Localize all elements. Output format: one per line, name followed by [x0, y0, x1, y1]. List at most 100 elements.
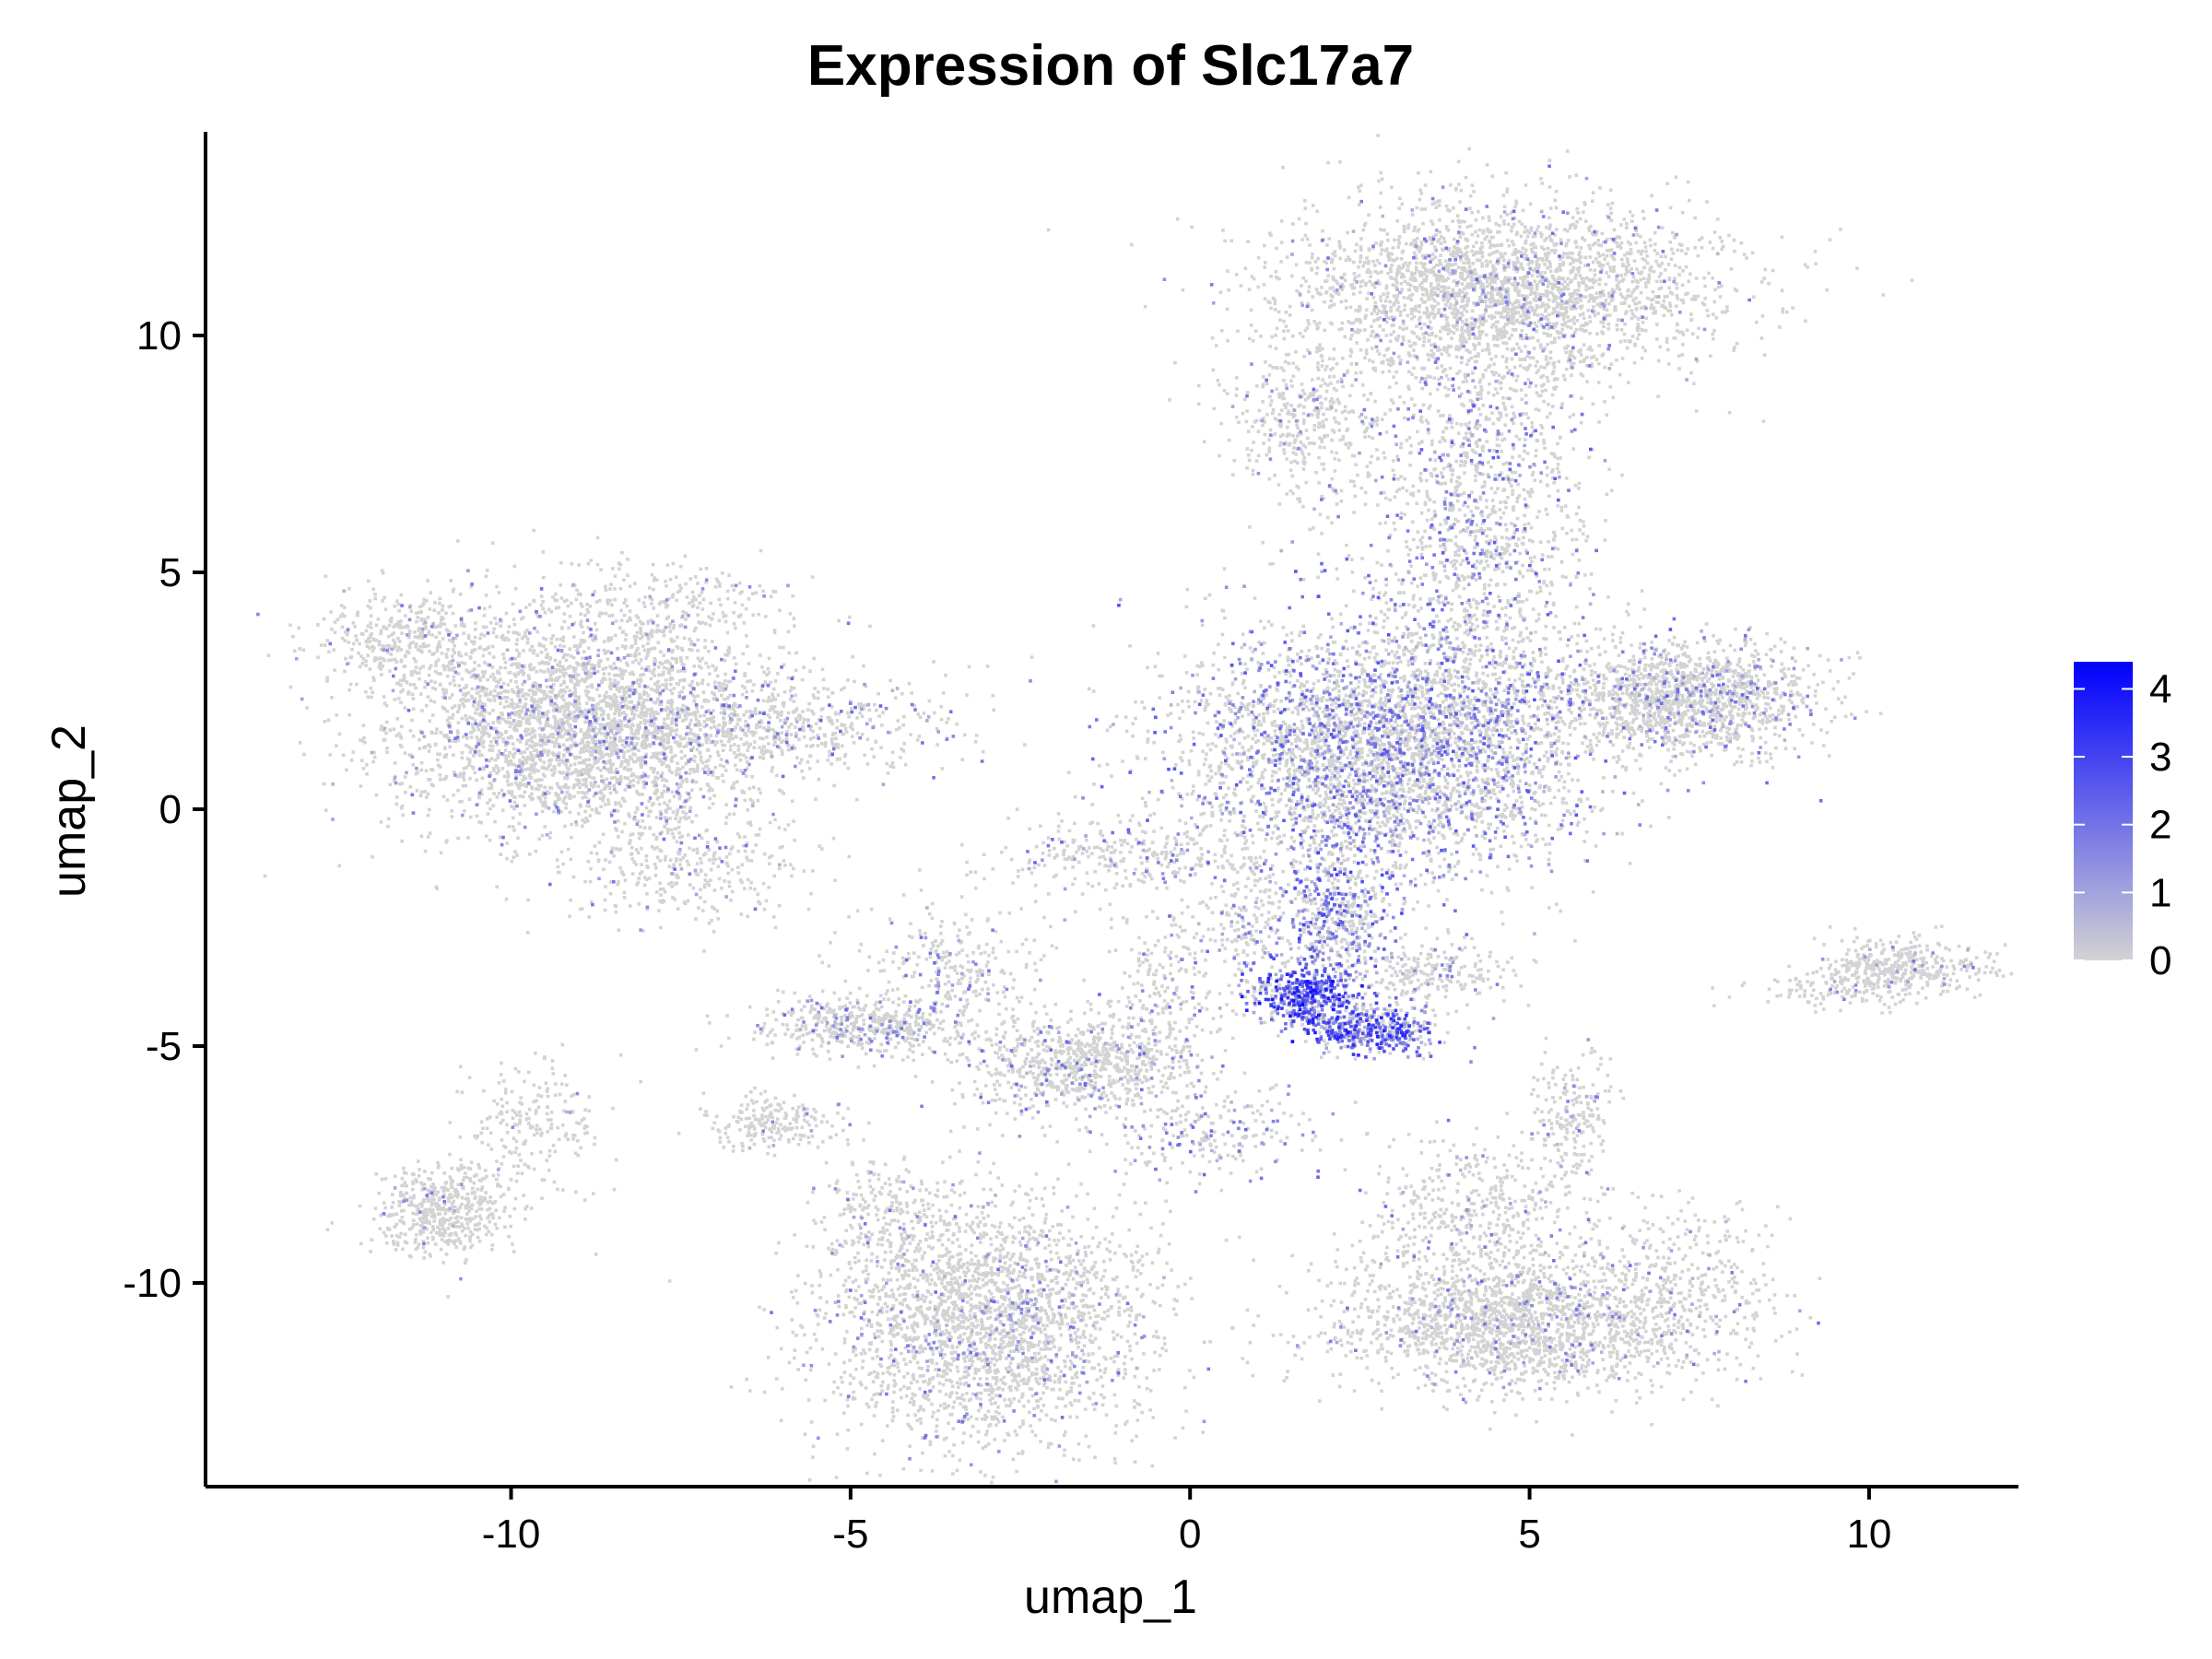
cell-point — [1450, 759, 1454, 764]
cell-point — [1453, 291, 1457, 296]
cell-point — [1301, 276, 1305, 280]
cell-point — [1578, 528, 1582, 532]
cell-point — [1481, 472, 1485, 477]
cell-point — [1602, 776, 1606, 780]
cell-point — [1403, 308, 1406, 312]
cell-point — [1577, 281, 1581, 285]
cell-point — [1583, 295, 1588, 299]
cell-point — [1358, 189, 1361, 193]
cell-point — [1466, 629, 1471, 632]
cell-point — [1300, 768, 1305, 772]
cell-point — [1470, 400, 1475, 404]
cell-point — [1394, 296, 1399, 300]
cell-point — [1489, 235, 1494, 240]
cell-point — [1422, 277, 1426, 282]
cell-point — [1494, 566, 1499, 571]
cell-point — [1712, 312, 1715, 316]
cell-point — [1407, 387, 1411, 391]
cell-point — [1499, 654, 1502, 659]
cell-point — [1410, 720, 1414, 724]
cell-point — [1375, 349, 1380, 353]
cell-point — [1524, 438, 1527, 441]
cell-point — [1494, 553, 1499, 557]
cell-point — [1483, 300, 1488, 304]
cell-point — [1203, 440, 1206, 443]
cell-point — [1287, 696, 1290, 700]
cell-point — [1624, 265, 1629, 269]
cell-point — [1603, 400, 1606, 404]
cell-point — [1458, 346, 1463, 349]
cell-point — [1320, 438, 1324, 441]
cell-point — [1523, 252, 1527, 256]
cell-point — [1513, 248, 1518, 252]
cell-point — [1295, 461, 1300, 465]
cell-point — [1391, 661, 1395, 665]
cell-point — [1516, 600, 1520, 605]
cell-point — [1540, 813, 1544, 818]
cell-point — [1612, 269, 1616, 274]
cell-point — [1711, 246, 1715, 251]
cell-point — [1319, 753, 1323, 757]
cell-point — [1563, 346, 1567, 350]
cell-point — [1525, 504, 1530, 509]
cell-point — [1365, 270, 1370, 275]
cell-point — [1523, 497, 1527, 501]
cell-point — [1733, 346, 1736, 349]
cell-point — [1503, 277, 1507, 281]
cell-point — [1597, 277, 1602, 281]
cell-point — [1296, 434, 1300, 438]
cell-point — [1359, 248, 1363, 252]
cell-point — [1655, 252, 1660, 255]
cell-point — [1402, 338, 1406, 342]
cell-point — [1524, 322, 1527, 326]
cell-point — [1445, 687, 1449, 690]
cell-point — [1615, 241, 1618, 245]
cell-point — [1507, 867, 1512, 871]
cell-point — [1378, 744, 1382, 747]
cell-point — [1500, 438, 1504, 442]
cell-point — [1425, 691, 1430, 695]
cell-point — [1417, 705, 1420, 709]
cell-point — [1328, 778, 1333, 782]
cell-point — [1317, 754, 1321, 758]
cell-point — [1590, 199, 1594, 203]
cell-point — [1365, 297, 1369, 300]
cell-point — [1399, 882, 1403, 886]
cell-point — [1367, 291, 1371, 295]
cell-point — [1534, 630, 1537, 634]
cell-point — [1417, 712, 1420, 717]
cell-point — [1439, 253, 1442, 257]
cell-point — [1528, 538, 1532, 542]
cell-point — [1437, 851, 1441, 855]
cell-point — [1438, 230, 1442, 234]
cell-point — [1363, 316, 1368, 320]
cell-point — [1347, 775, 1351, 779]
cell-point — [1447, 292, 1451, 297]
cell-point — [1429, 237, 1432, 241]
cell-point — [1385, 731, 1389, 735]
cell-point — [1316, 376, 1320, 381]
cell-point — [1420, 386, 1424, 391]
cell-point — [1458, 464, 1463, 467]
cell-point — [1383, 521, 1387, 524]
cell-point — [1428, 727, 1431, 731]
cell-point — [1424, 669, 1428, 673]
cell-point — [1393, 473, 1396, 477]
cell-point — [1532, 429, 1535, 433]
cell-point — [1417, 489, 1421, 493]
cell-point — [1511, 784, 1515, 789]
cell-point — [1487, 304, 1491, 309]
cell-point — [1501, 462, 1505, 466]
cell-point — [1591, 242, 1595, 247]
cell-point — [1332, 357, 1335, 361]
cell-point — [1584, 538, 1588, 543]
cell-point — [1490, 499, 1495, 502]
cell-point — [1396, 819, 1401, 824]
cell-point — [1480, 262, 1484, 265]
cell-point — [1507, 243, 1512, 248]
cell-point — [1219, 421, 1223, 426]
cell-point — [1382, 773, 1386, 777]
cell-point — [1453, 493, 1457, 497]
cell-point — [1341, 356, 1345, 360]
cell-point — [1634, 241, 1638, 245]
